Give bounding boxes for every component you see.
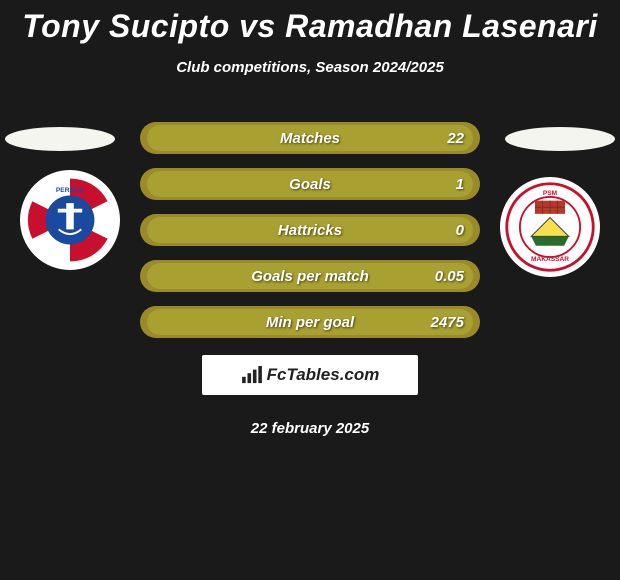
stat-inner-bar xyxy=(147,217,473,243)
stat-inner-bar xyxy=(147,263,473,289)
subtitle: Club competitions, Season 2024/2025 xyxy=(0,59,620,76)
stat-row: Hattricks0 xyxy=(140,214,480,246)
svg-text:MAKASSAR: MAKASSAR xyxy=(531,256,569,263)
watermark: FcTables.com xyxy=(202,355,418,395)
stat-inner-bar xyxy=(147,171,473,197)
svg-text:PSM: PSM xyxy=(543,190,558,197)
player-left-slot xyxy=(5,127,115,151)
stat-inner-bar xyxy=(147,309,473,335)
watermark-text: FcTables.com xyxy=(267,365,380,385)
date-text: 22 february 2025 xyxy=(0,420,620,437)
stat-row: Min per goal2475 xyxy=(140,306,480,338)
stat-row: Goals per match0.05 xyxy=(140,260,480,292)
psm-badge-icon: MAKASSAR PSM xyxy=(503,180,597,274)
persija-badge-icon: PERSIJA xyxy=(23,173,117,267)
player-right-slot xyxy=(505,127,615,151)
svg-text:PERSIJA: PERSIJA xyxy=(56,187,84,194)
bars-icon xyxy=(241,366,263,384)
page-title: Tony Sucipto vs Ramadhan Lasenari xyxy=(0,0,620,45)
stat-row: Goals1 xyxy=(140,168,480,200)
stat-inner-bar xyxy=(147,125,473,151)
stats-block: Matches22 Goals1 Hattricks0 Goals per match… xyxy=(140,122,480,352)
club-badge-left: PERSIJA xyxy=(20,170,120,270)
stat-row: Matches22 xyxy=(140,122,480,154)
club-badge-right: MAKASSAR PSM xyxy=(500,177,600,277)
comparison-card: Tony Sucipto vs Ramadhan Lasenari Club c… xyxy=(0,0,620,580)
